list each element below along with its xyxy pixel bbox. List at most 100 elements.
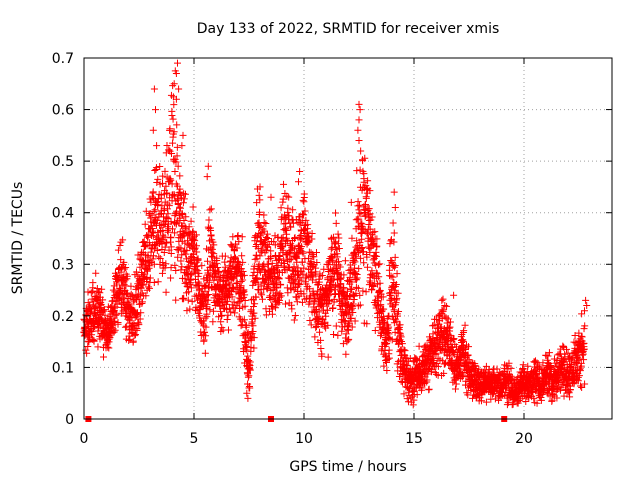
data-point [215,269,223,277]
data-point [165,202,173,210]
data-point [375,273,383,281]
data-point [251,255,259,263]
data-point [231,309,239,317]
data-point [154,278,162,286]
data-point [255,224,263,232]
data-point [200,328,208,336]
data-point [373,242,381,250]
data-point [99,307,107,315]
data-point [201,349,209,357]
data-point [213,259,221,267]
data-point [363,253,371,261]
data-point [169,115,177,123]
data-point [277,204,285,212]
data-point [193,242,201,250]
data-point [180,190,188,198]
data-point [308,229,316,237]
data-point [193,248,201,256]
data-point [91,322,99,330]
data-point [300,264,308,272]
data-point [389,219,397,227]
data-point [173,207,181,215]
data-point [459,338,467,346]
data-point [253,241,261,249]
data-point [537,396,545,404]
data-point [581,380,589,388]
data-point [450,291,458,299]
data-point [263,230,271,238]
data-point [505,359,513,367]
data-point [303,237,311,245]
data-point [464,351,472,359]
data-point [149,126,157,134]
data-point [425,385,433,393]
data-point [252,293,260,301]
data-point [192,265,200,273]
data-point [139,238,147,246]
data-point [203,173,211,181]
data-point [169,139,177,147]
data-point [580,345,588,353]
data-point [251,300,259,308]
data-point [341,317,349,325]
data-point [363,320,371,328]
data-point [275,251,283,259]
data-point [352,253,360,261]
data-point [203,292,211,300]
data-point [88,327,96,335]
data-point [315,314,323,322]
data-point [389,273,397,281]
data-point [154,195,162,203]
data-point [234,260,242,268]
data-point [88,306,96,314]
data-point [180,294,188,302]
data-point [256,183,264,191]
data-point [398,340,406,348]
data-point [332,219,340,227]
data-point [260,219,268,227]
data-point [120,280,128,288]
data-point [152,242,160,250]
data-point [183,247,191,255]
data-point [221,252,229,260]
data-point [97,300,105,308]
data-point [392,280,400,288]
data-point [357,147,365,155]
data-point [299,249,307,257]
data-point [274,267,282,275]
data-point [436,311,444,319]
data-point [241,338,249,346]
data-point [477,397,485,405]
data-point [270,238,278,246]
data-point [396,321,404,329]
data-point [358,235,366,243]
data-point [354,284,362,292]
data-point [207,205,215,213]
data-point [194,281,202,289]
data-point [549,391,557,399]
data-point [507,364,515,372]
data-point [560,392,568,400]
data-point [240,288,248,296]
data-point [87,310,95,318]
data-point [330,295,338,303]
data-point [355,137,363,145]
data-point [504,399,512,407]
data-point [361,200,369,208]
data-point [353,167,361,175]
data-point [204,162,212,170]
data-point [84,288,92,296]
data-point [364,177,372,185]
data-point [285,212,293,220]
data-point [299,196,307,204]
data-point [401,347,409,355]
data-point [246,358,254,366]
data-point [324,353,332,361]
data-point [119,236,127,244]
data-point [99,296,107,304]
data-point [432,349,440,357]
data-point [372,252,380,260]
data-point [348,285,356,293]
data-point [298,258,306,266]
data-point [581,322,589,330]
